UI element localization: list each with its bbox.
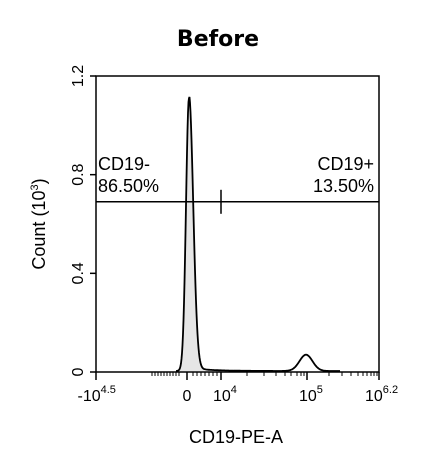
y-tick-label: 0.4 [70, 262, 87, 284]
x-tick-label: -104.5 [78, 384, 116, 405]
y-tick-label: 1.2 [70, 65, 87, 87]
chart-title: Before [177, 27, 259, 52]
y-axis: 0 0.4 0.8 1.2 [70, 65, 96, 376]
x-tick-label: 104 [213, 384, 237, 405]
y-tick-label: 0.8 [70, 163, 87, 185]
plot-frame [95, 75, 380, 373]
gate-left-name: CD19- [98, 154, 150, 174]
y-axis-label: Count (103) [29, 178, 49, 269]
x-tick-label: 105 [299, 384, 323, 405]
x-tick-label: 0 [183, 388, 192, 405]
histogram-outline [176, 96, 340, 372]
gate-right-name: CD19+ [317, 154, 374, 174]
x-tick-label: 106.2 [365, 384, 398, 405]
x-axis-label: CD19-PE-A [189, 427, 283, 447]
y-tick-label: 0 [70, 367, 87, 376]
x-axis: -104.5 0 104 105 106.2 [78, 372, 398, 405]
gate-right-pct: 13.50% [313, 176, 374, 196]
gate-left-pct: 86.50% [98, 176, 159, 196]
